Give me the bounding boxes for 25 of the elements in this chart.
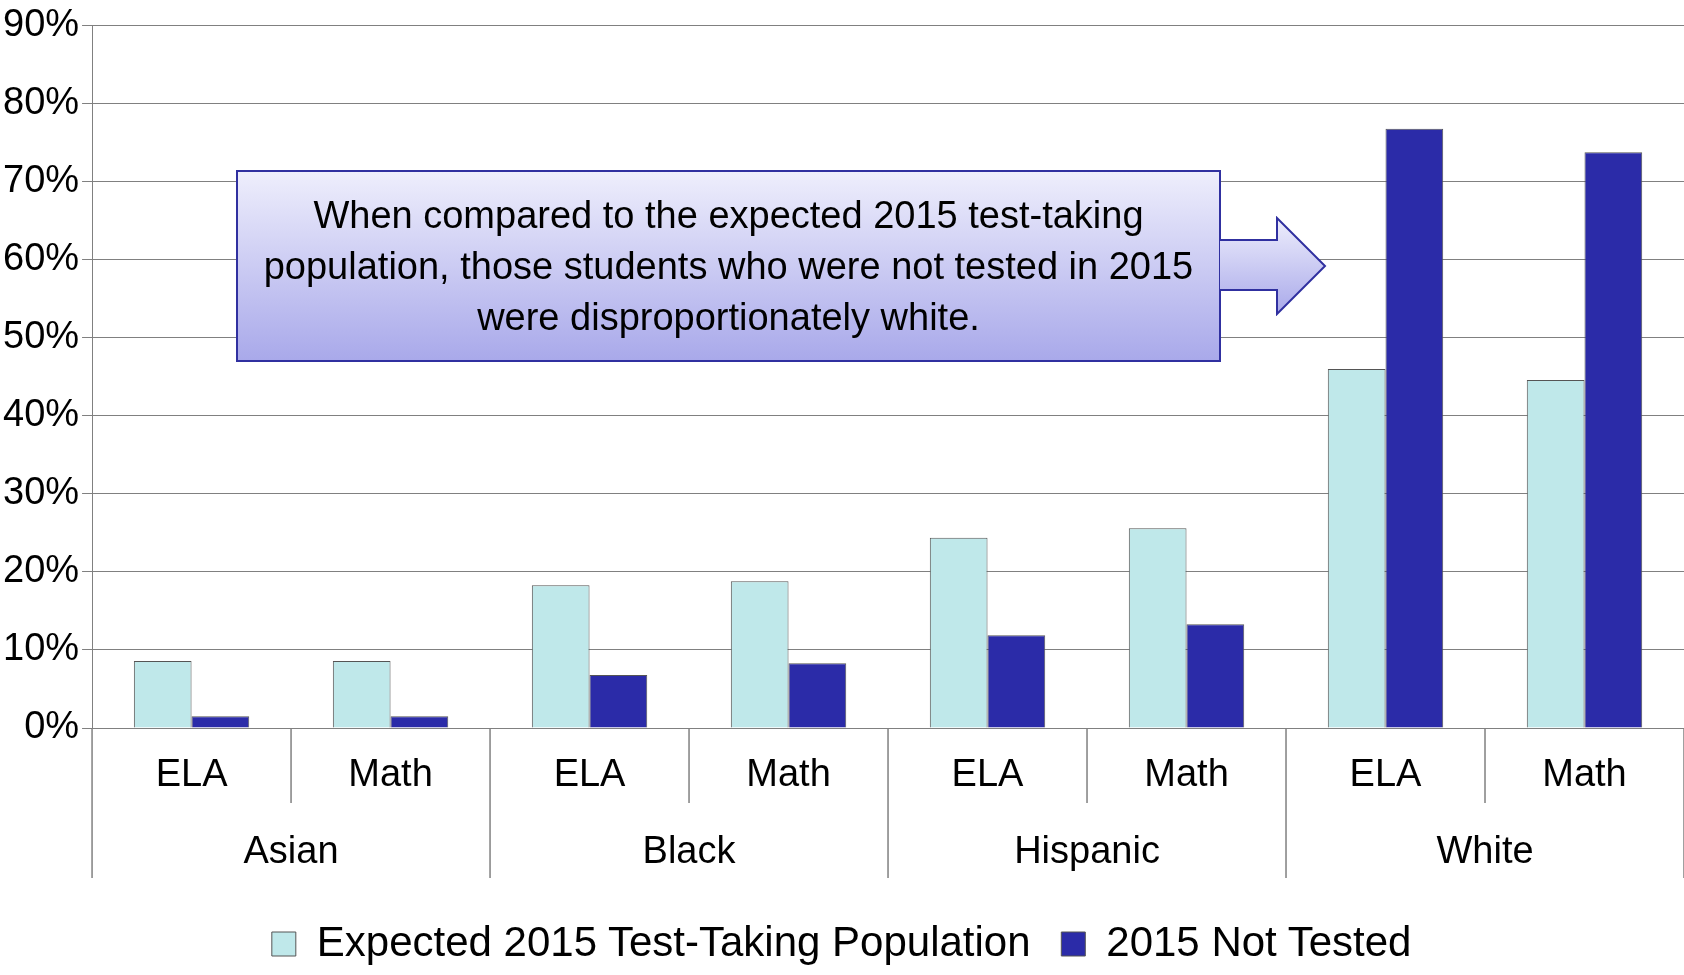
y-tick-label: 40% <box>2 392 80 435</box>
x-tick-label: Math <box>1542 752 1627 795</box>
text: Black <box>642 829 737 872</box>
y-tick-label: 60% <box>2 236 80 279</box>
text: White <box>1436 829 1534 872</box>
y-tick-label: 80% <box>2 80 80 123</box>
y-tick-label: 70% <box>2 158 80 201</box>
y-tick-label: 0% <box>24 704 80 747</box>
y-tick-label: 30% <box>2 470 80 513</box>
y-tick-label: 10% <box>2 626 80 669</box>
x-tick-label: ELA <box>155 752 229 795</box>
annotation: When compared to the expected 2015 test-taking population, those students who were not tested in 2015 were disproportionately white. <box>236 170 1221 362</box>
text: Hispanic <box>1014 829 1160 872</box>
x-tick-label: Math <box>1144 752 1229 795</box>
y-tick-label: 20% <box>2 548 80 591</box>
text: Asian <box>243 829 339 872</box>
x-tick-label: ELA <box>1349 752 1423 795</box>
legend-label: 2015 Not Tested <box>1106 917 1412 965</box>
x-tick-label: ELA <box>951 752 1025 795</box>
x-tick-label: ELA <box>553 752 627 795</box>
y-tick-label: 50% <box>2 314 80 357</box>
x-tick-label: Math <box>348 752 433 795</box>
x-tick-label: Math <box>746 752 831 795</box>
y-tick-label: 90% <box>2 2 80 45</box>
legend-label: Expected 2015 Test-Taking Population <box>316 917 1031 965</box>
